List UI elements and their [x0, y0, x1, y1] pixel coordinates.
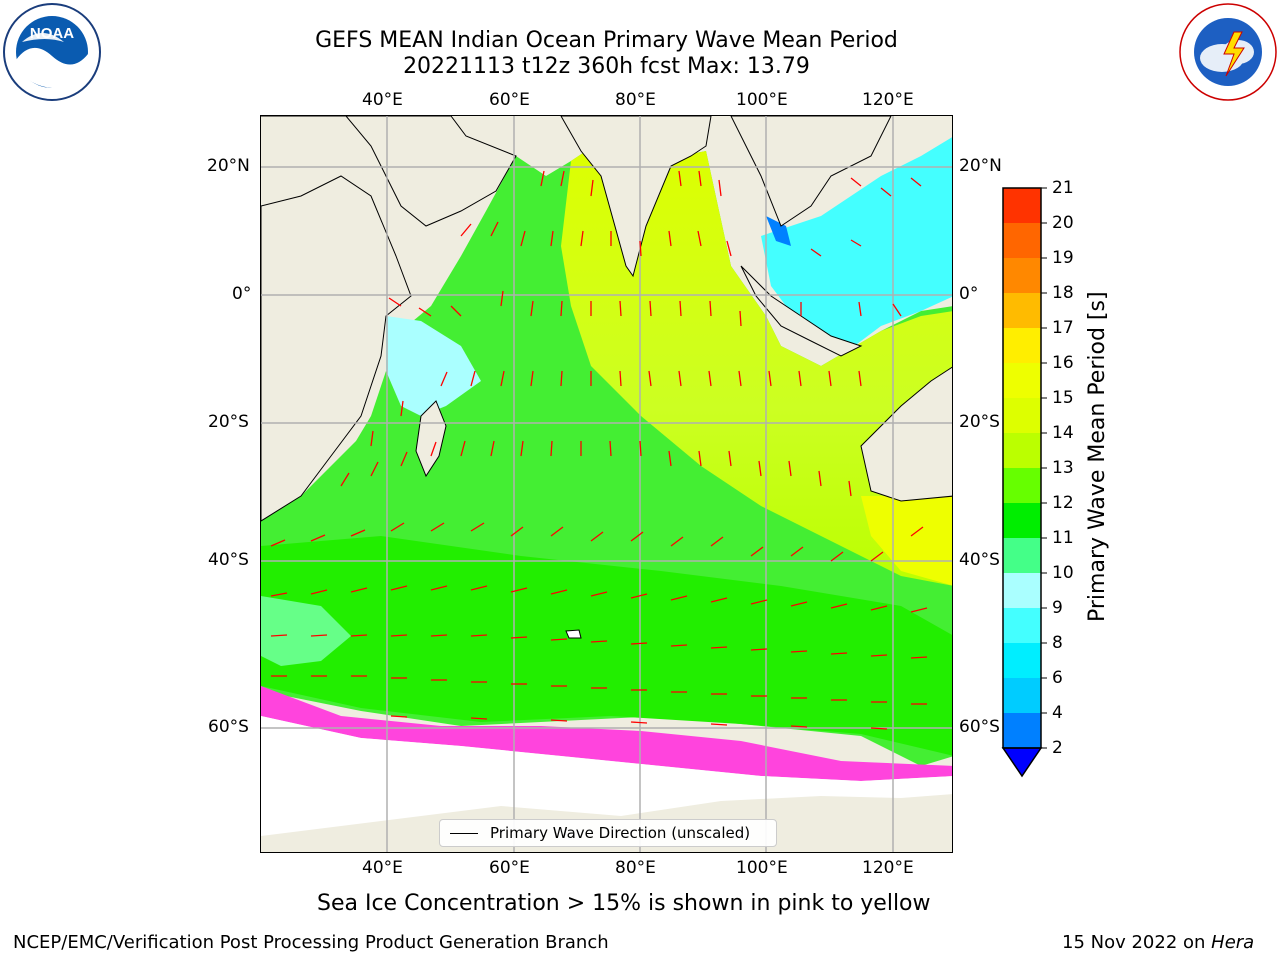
- colorbar-tick-label: 16: [1052, 353, 1074, 373]
- colorbar-bin: [1003, 258, 1041, 293]
- colorbar-bin: [1003, 678, 1041, 713]
- top-tick-40e: 40°E: [362, 90, 403, 110]
- colorbar-bin: [1003, 538, 1041, 573]
- colorbar-bin: [1003, 433, 1041, 468]
- bottom-tick-120e: 120°E: [862, 858, 914, 878]
- colorbar-tick-label: 18: [1052, 283, 1074, 303]
- arrow-row: [340, 440, 852, 497]
- australia: [860, 366, 952, 502]
- arrow-row: [270, 522, 924, 562]
- arrow-row: [370, 370, 862, 447]
- colorbar-tick-label: 12: [1052, 493, 1074, 513]
- noaa-logo: NOAA: [2, 2, 102, 102]
- wave-direction-arrows: [270, 170, 928, 730]
- colorbar: [1000, 185, 1060, 785]
- noaa-logo-text: NOAA: [30, 25, 74, 42]
- sea-ice-pink: [261, 686, 952, 781]
- legend-label: Primary Wave Direction (unscaled): [490, 824, 751, 842]
- map-legend: Primary Wave Direction (unscaled): [439, 819, 777, 847]
- bottom-tick-80e: 80°E: [615, 858, 656, 878]
- top-tick-60e: 60°E: [489, 90, 530, 110]
- footer-date: 15 Nov 2022 on: [1062, 932, 1212, 953]
- colorbar-tick-label: 21: [1052, 178, 1074, 198]
- arrow-row: [540, 170, 922, 197]
- left-tick-20n: 20°N: [207, 156, 250, 176]
- footer-machine: Hera: [1211, 932, 1255, 953]
- colorbar-svg: [1001, 187, 1047, 778]
- top-tick-120e: 120°E: [862, 90, 914, 110]
- left-tick-40s: 40°S: [208, 550, 249, 570]
- legend-line-swatch: [450, 833, 478, 834]
- colorbar-bin: [1003, 573, 1041, 608]
- wave-period-map: [261, 116, 952, 852]
- colorbar-tick-label: 17: [1052, 318, 1074, 338]
- colorbar-bin: [1003, 363, 1041, 398]
- arrow-row: [390, 715, 888, 730]
- top-tick-100e: 100°E: [736, 90, 788, 110]
- map-panel: Primary Wave Direction (unscaled): [260, 115, 953, 853]
- gridlines: [261, 116, 952, 852]
- colorbar-tick-label: 10: [1052, 563, 1074, 583]
- right-tick-0: 0°: [959, 284, 979, 304]
- right-tick-60s: 60°S: [959, 717, 1000, 737]
- africa-east: [261, 175, 412, 522]
- arrow-row: [270, 634, 928, 659]
- arrow-row: [271, 675, 927, 705]
- colorbar-tick-label: 14: [1052, 423, 1074, 443]
- colorbar-bin: [1003, 468, 1041, 503]
- colorbar-tick-label: 8: [1052, 633, 1063, 653]
- sumatra-java: [740, 265, 863, 357]
- colorbar-tick-label: 13: [1052, 458, 1074, 478]
- colorbar-bin: [1003, 643, 1041, 678]
- colorbar-tick-label: 4: [1052, 703, 1063, 723]
- sea-ice-note: Sea Ice Concentration > 15% is shown in …: [317, 891, 931, 916]
- ocean-yellow-region: [561, 141, 952, 586]
- ocean-lightgreen-patch: [261, 596, 351, 666]
- arrow-row: [270, 585, 928, 613]
- ocean-blue-gulf: [766, 216, 791, 246]
- colorbar-bin: [1003, 503, 1041, 538]
- colorbar-bin: [1003, 608, 1041, 643]
- colorbar-under-triangle: [1001, 747, 1043, 778]
- chart-title: GEFS MEAN Indian Ocean Primary Wave Mean…: [315, 28, 898, 53]
- kerguelen-island: [565, 629, 582, 639]
- ocean-cyan-east: [761, 137, 952, 356]
- bottom-tick-60e: 60°E: [489, 858, 530, 878]
- madagascar: [415, 400, 447, 478]
- right-tick-20n: 20°N: [959, 156, 1002, 176]
- ocean-southern-band: [261, 536, 952, 756]
- colorbar-bin: [1003, 293, 1041, 328]
- colorbar-bin: [1003, 188, 1041, 223]
- footer-left: NCEP/EMC/Verification Post Processing Pr…: [13, 932, 609, 953]
- chart-subtitle: 20221113 t12z 360h fcst Max: 13.79: [403, 54, 810, 79]
- left-tick-0: 0°: [232, 284, 252, 304]
- footer-right: 15 Nov 2022 on Hera: [1062, 932, 1254, 954]
- ocean-cyan-west: [386, 316, 481, 416]
- colorbar-tick-label: 2: [1052, 738, 1063, 758]
- arrow-row: [460, 221, 862, 257]
- colorbar-tick-label: 20: [1052, 213, 1074, 233]
- africa-arabia: [261, 116, 517, 227]
- arrow-row: [388, 290, 902, 327]
- colorbar-tick-label: 6: [1052, 668, 1063, 688]
- colorbar-bin: [1003, 398, 1041, 433]
- colorbar-tick-label: 9: [1052, 598, 1063, 618]
- right-tick-20s: 20°S: [959, 412, 1000, 432]
- colorbar-tick-label: 19: [1052, 248, 1074, 268]
- right-tick-40s: 40°S: [959, 550, 1000, 570]
- ocean-yellow-east: [861, 496, 952, 586]
- left-tick-20s: 20°S: [208, 412, 249, 432]
- bottom-tick-40e: 40°E: [362, 858, 403, 878]
- bottom-tick-100e: 100°E: [736, 858, 788, 878]
- colorbar-label: Primary Wave Mean Period [s]: [1085, 291, 1110, 622]
- colorbar-bin: [1003, 713, 1041, 748]
- colorbar-tick-label: 15: [1052, 388, 1074, 408]
- top-tick-80e: 80°E: [615, 90, 656, 110]
- nws-logo: [1178, 2, 1278, 102]
- left-tick-60s: 60°S: [208, 717, 249, 737]
- colorbar-tick-label: 11: [1052, 528, 1074, 548]
- southeast-asia: [730, 116, 892, 227]
- colorbar-bin: [1003, 223, 1041, 258]
- colorbar-bin: [1003, 328, 1041, 363]
